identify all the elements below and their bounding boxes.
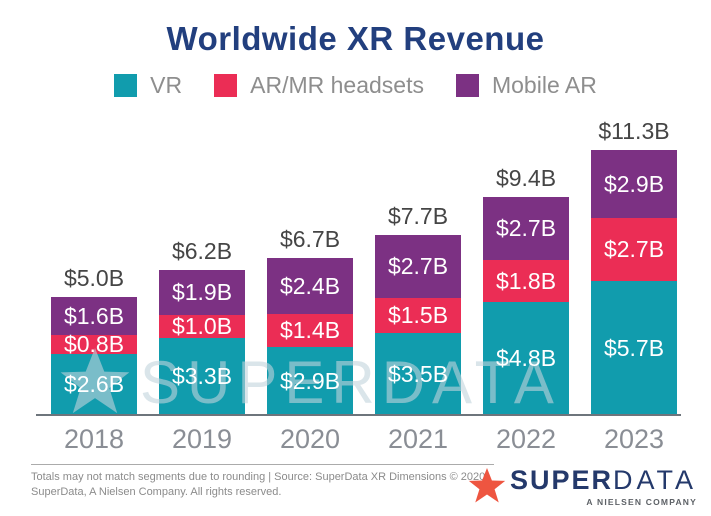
legend-label: Mobile AR: [491, 71, 597, 98]
chart-title: Worldwide XR Revenue: [166, 20, 545, 57]
bar-stack-2020: $2.4B $1.4B $2.9B: [267, 258, 353, 415]
total-label-2021: $7.7B: [387, 203, 449, 229]
segment-vr-2019: $3.3B: [159, 338, 245, 415]
segment-value-label: $5.7B: [603, 334, 665, 361]
segment-value-label: $1.8B: [495, 267, 557, 294]
segment-value-label: $2.9B: [279, 367, 341, 394]
legend-swatch: [455, 73, 479, 97]
segment-value-label: $2.7B: [387, 253, 449, 279]
bar-stack-2022: $2.7B $1.8B $4.8B: [483, 197, 569, 415]
segment-mobile-ar-2018: $1.6B: [51, 297, 137, 335]
x-axis-label-2022: 2022: [495, 424, 557, 454]
footer-divider: [31, 464, 494, 465]
total-label-2019: $6.2B: [171, 238, 233, 264]
logo-word-data: DATA: [612, 465, 697, 495]
bar-stack-2018: $1.6B $0.8B $2.6B: [51, 297, 137, 415]
segment-value-label: $2.6B: [63, 371, 125, 397]
segment-mobile-ar-2023: $2.9B: [591, 150, 677, 218]
segment-mobile-ar-2019: $1.9B: [159, 270, 245, 315]
segment-vr-2022: $4.8B: [483, 302, 569, 415]
legend-swatch: [114, 73, 138, 97]
legend-label: VR: [150, 71, 183, 98]
x-axis-label-2023: 2023: [603, 424, 665, 454]
bar-group-2021: $7.7B $2.7B $1.5B $3.5B: [375, 203, 461, 415]
segment-ar-mr-headsets-2020: $1.4B: [267, 314, 353, 347]
logo-tagline: A NIELSEN COMPANY: [586, 496, 697, 507]
segment-value-label: $1.5B: [387, 302, 449, 328]
legend-swatch: [214, 73, 238, 97]
total-label-2018: $5.0B: [63, 265, 125, 291]
segment-vr-2020: $2.9B: [267, 347, 353, 415]
segment-ar-mr-headsets-2019: $1.0B: [159, 315, 245, 338]
segment-ar-mr-headsets-2022: $1.8B: [483, 260, 569, 302]
segment-value-label: $3.3B: [171, 363, 233, 389]
total-label-2023: $11.3B: [598, 118, 670, 144]
footnote-line-1: Totals may not match segments due to rou…: [31, 471, 486, 483]
logo-star-icon: [468, 468, 506, 503]
bar-group-2022: $9.4B $2.7B $1.8B $4.8B: [483, 165, 569, 415]
segment-ar-mr-headsets-2021: $1.5B: [375, 298, 461, 333]
x-axis-label-2020: 2020: [279, 424, 341, 454]
segment-ar-mr-headsets-2023: $2.7B: [591, 218, 677, 281]
segment-mobile-ar-2021: $2.7B: [375, 235, 461, 298]
logo-word-super: SUPER: [509, 465, 613, 495]
logo-text: SUPERDATA A NIELSEN COMPANY: [509, 465, 697, 507]
bar-group-2019: $6.2B $1.9B $1.0B $3.3B: [159, 238, 245, 415]
footnote-line-2: SuperData, A Nielsen Company. All rights…: [31, 485, 282, 498]
segment-vr-2023: $5.7B: [591, 281, 677, 415]
legend-label: AR/MR headsets: [250, 71, 424, 98]
bar-stack-2023: $2.9B $2.7B $5.7B: [591, 150, 677, 415]
segment-value-label: $2.7B: [603, 236, 665, 262]
bar-stack-2021: $2.7B $1.5B $3.5B: [375, 235, 461, 415]
segment-vr-2021: $3.5B: [375, 333, 461, 415]
x-axis-label-2021: 2021: [387, 424, 449, 454]
x-axis-labels: 2018 2019 2020 2021 2022 2023: [51, 424, 677, 456]
segment-ar-mr-headsets-2018: $0.8B: [51, 331, 137, 357]
legend-item-mobile-ar: Mobile AR: [455, 71, 597, 99]
segment-value-label: $1.9B: [171, 279, 233, 305]
segment-value-label: $2.9B: [603, 170, 665, 197]
segment-value-label: $1.6B: [63, 302, 125, 329]
superdata-logo: SUPERDATA A NIELSEN COMPANY: [467, 465, 697, 507]
legend-item-vr: VR: [114, 72, 182, 99]
total-label-2020: $6.7B: [279, 226, 341, 252]
segment-mobile-ar-2022: $2.7B: [483, 197, 569, 260]
segment-value-label: $4.8B: [495, 345, 557, 371]
x-axis-label-2019: 2019: [171, 424, 233, 454]
x-axis-label-2018: 2018: [63, 424, 125, 454]
source-footnote: Totals may not match segments due to rou…: [31, 470, 501, 500]
segment-vr-2018: $2.6B: [51, 354, 137, 415]
segment-value-label: $1.4B: [279, 317, 341, 343]
segment-value-label: $0.8B: [63, 331, 125, 357]
legend-item-ar-mr-headsets: AR/MR headsets: [214, 72, 424, 99]
segment-mobile-ar-2020: $2.4B: [267, 258, 353, 314]
chart-area: $5.0B $1.6B $0.8B $2.6B $6.2B $1.9B $1.0B $3.3B…: [51, 112, 677, 415]
bar-group-2023: $11.3B $2.9B $2.7B $5.7B: [591, 118, 677, 415]
segment-value-label: $3.5B: [387, 360, 449, 387]
total-label-2022: $9.4B: [495, 165, 557, 191]
bar-group-2020: $6.7B $2.4B $1.4B $2.9B: [267, 226, 353, 415]
segment-value-label: $1.0B: [171, 313, 233, 339]
legend: VR AR/MR headsets Mobile AR: [0, 70, 711, 100]
logo-wordmark: SUPERDATA: [509, 465, 697, 496]
x-axis-line: [36, 414, 681, 416]
segment-value-label: $2.4B: [279, 272, 341, 299]
segment-value-label: $2.7B: [495, 215, 557, 241]
bar-group-2018: $5.0B $1.6B $0.8B $2.6B: [51, 265, 137, 415]
bar-stack-2019: $1.9B $1.0B $3.3B: [159, 270, 245, 415]
